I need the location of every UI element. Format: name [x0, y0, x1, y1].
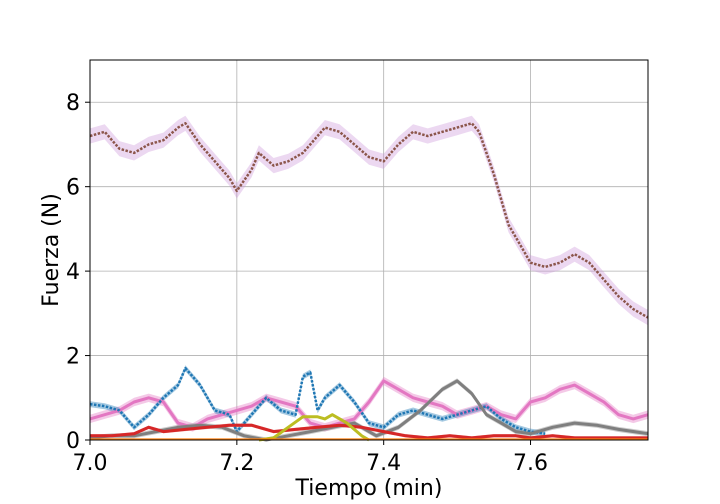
series-line-1 [89, 379, 649, 429]
y-tick-label: 8 [66, 91, 80, 116]
plot-frame [89, 59, 649, 441]
y-tick-label: 6 [66, 176, 80, 201]
x-tick-label: 7.2 [219, 451, 254, 476]
y-tick-label: 0 [66, 429, 80, 454]
x-axis-label: Tiempo (min) [295, 476, 443, 501]
x-tick-label: 7.6 [513, 451, 548, 476]
y-axis-ticks: 0 2 4 6 8 [66, 91, 90, 454]
series-line-2 [89, 366, 546, 435]
y-axis-label: Fuerza (N) [39, 193, 64, 307]
plot-background [90, 60, 648, 440]
x-tick-label: 7.0 [73, 451, 108, 476]
y-tick-label: 2 [66, 345, 80, 370]
series-line-0 [89, 122, 649, 319]
series-line-4 [90, 423, 648, 440]
x-axis-ticks: 7.0 7.2 7.4 7.6 [73, 440, 548, 476]
series-lines [89, 122, 649, 442]
y-tick-label: 4 [66, 260, 80, 285]
series-line-5 [258, 413, 370, 442]
x-tick-label: 7.4 [366, 451, 401, 476]
